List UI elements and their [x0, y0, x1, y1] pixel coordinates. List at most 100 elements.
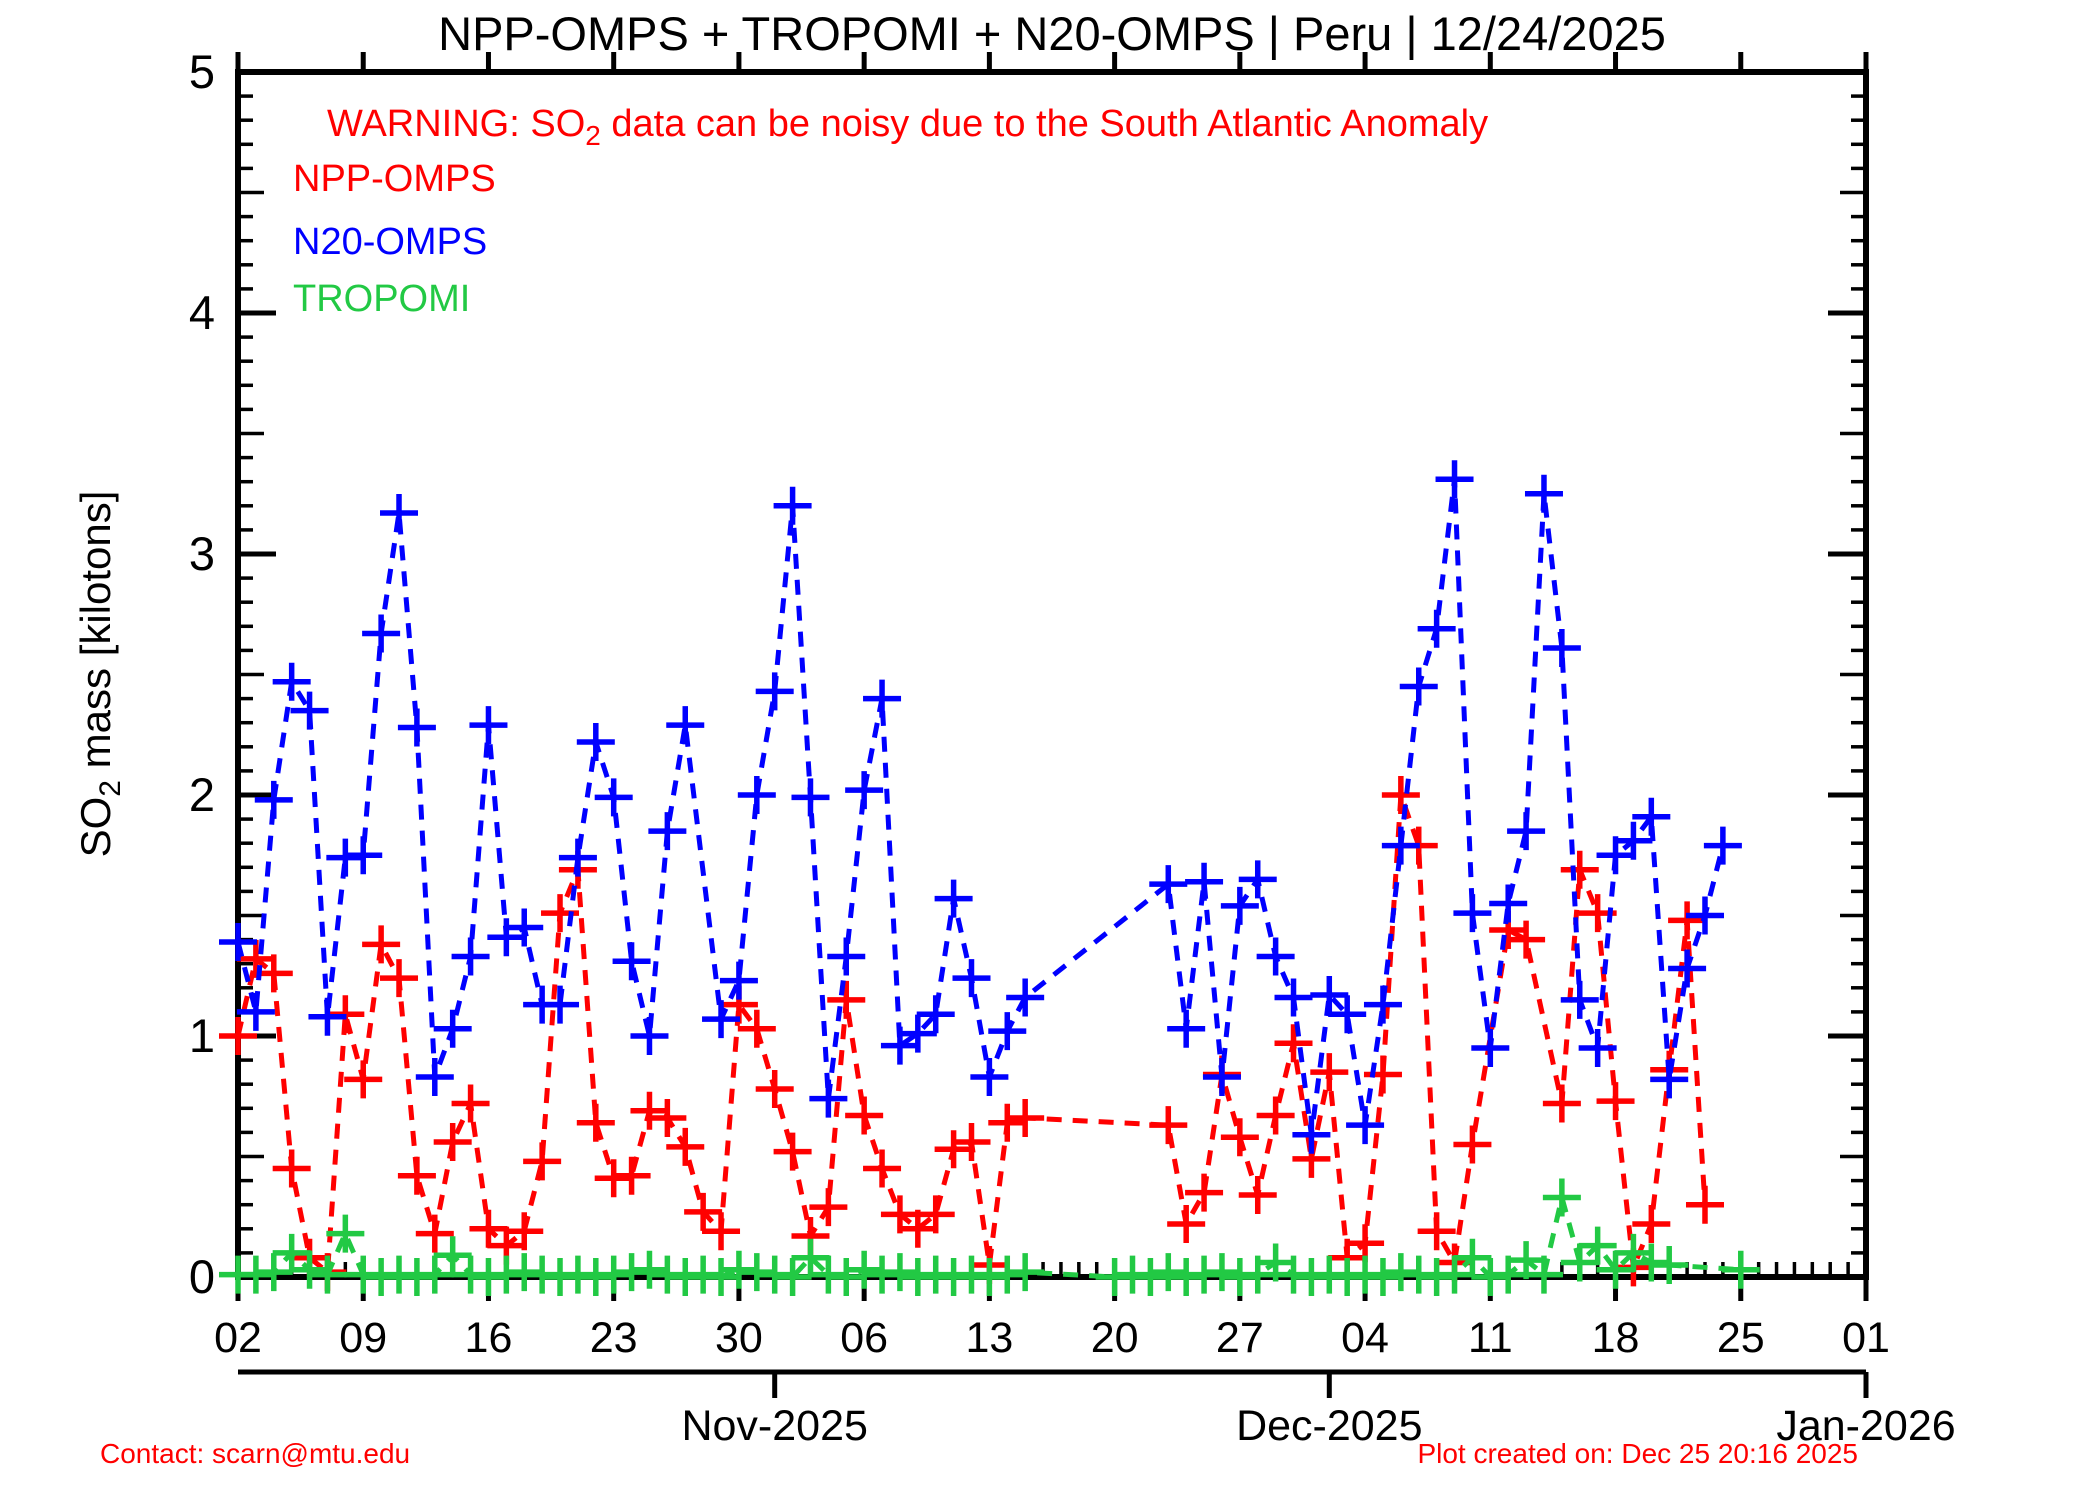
- chart-title: NPP-OMPS + TROPOMI + N20-OMPS | Peru | 1…: [438, 7, 1666, 60]
- data-point-marker: [272, 1233, 311, 1272]
- data-point-marker: [863, 1149, 902, 1188]
- data-point-marker: [1346, 1106, 1385, 1145]
- data-point-marker: [1650, 1060, 1689, 1099]
- data-point-marker: [308, 1255, 347, 1294]
- data-point-marker: [415, 1214, 454, 1253]
- data-point-marker: [397, 708, 436, 747]
- data-point-marker: [1149, 1253, 1188, 1292]
- data-point-marker: [1578, 1226, 1617, 1265]
- data-point-marker: [1560, 1243, 1599, 1282]
- month-label: Dec-2025: [1236, 1402, 1422, 1450]
- data-point-marker: [469, 1209, 508, 1248]
- data-point-marker: [380, 959, 419, 998]
- data-point-marker: [451, 937, 490, 976]
- data-point-marker: [988, 1012, 1027, 1051]
- series-n20-omps: [219, 460, 1742, 1154]
- data-point-marker: [773, 1258, 812, 1296]
- data-point-marker: [1167, 1009, 1206, 1048]
- data-point-marker: [845, 771, 884, 810]
- data-point-marker: [934, 1130, 973, 1169]
- data-point-marker: [576, 722, 615, 761]
- series-line: [235, 794, 1708, 1278]
- x-tick-label: 20: [1091, 1314, 1139, 1362]
- data-point-marker: [1542, 1178, 1581, 1217]
- data-point-marker: [1542, 1084, 1581, 1123]
- data-point-marker: [809, 1188, 848, 1227]
- y-tick-label: 5: [189, 45, 215, 98]
- data-point-marker: [1185, 1173, 1224, 1212]
- x-tick-label: 11: [1468, 1314, 1513, 1362]
- data-point-marker: [737, 776, 776, 814]
- data-point-marker: [1185, 862, 1224, 901]
- data-point-marker: [1453, 894, 1492, 933]
- data-point-marker: [1721, 1250, 1760, 1289]
- x-tick-label: 01: [1842, 1314, 1890, 1362]
- data-point-marker: [827, 980, 866, 1019]
- data-point-marker: [272, 662, 311, 701]
- data-point-marker: [1685, 896, 1724, 935]
- x-tick-label: 02: [214, 1314, 262, 1362]
- data-point-marker: [1668, 901, 1707, 940]
- data-point-marker: [666, 1127, 705, 1166]
- data-point-marker: [433, 1009, 472, 1048]
- series-line: [235, 479, 1726, 1136]
- data-point-marker: [380, 494, 419, 533]
- data-point-marker: [1310, 976, 1349, 1015]
- data-point-marker: [1363, 985, 1402, 1024]
- data-point-marker: [1435, 460, 1474, 499]
- data-point-marker: [898, 1014, 937, 1053]
- data-point-marker: [630, 1250, 669, 1289]
- data-point-marker: [952, 959, 991, 998]
- data-point-marker: [1149, 1106, 1188, 1145]
- y-tick-label: 3: [189, 527, 215, 580]
- data-point-marker: [541, 985, 580, 1024]
- data-point-marker: [1006, 1253, 1045, 1292]
- data-point-marker: [952, 1123, 991, 1162]
- footer-plot-created: Plot created on: Dec 25 20:16 2025: [1417, 1438, 1858, 1469]
- data-point-marker: [916, 995, 955, 1034]
- data-point-marker: [1614, 821, 1653, 860]
- data-point-marker: [344, 836, 383, 875]
- data-point-marker: [576, 1103, 615, 1142]
- data-point-marker: [719, 961, 758, 1000]
- data-point-marker: [755, 672, 794, 711]
- y-tick-label: 4: [189, 286, 215, 339]
- data-point-marker: [1614, 1233, 1653, 1272]
- data-point-marker: [1453, 1125, 1492, 1164]
- data-point-marker: [1328, 995, 1367, 1034]
- data-point-marker: [934, 879, 973, 918]
- data-point-marker: [791, 778, 830, 817]
- data-point-marker: [254, 780, 293, 819]
- x-tick-label: 18: [1592, 1314, 1640, 1362]
- data-point-marker: [970, 1057, 1009, 1096]
- x-tick-label: 27: [1216, 1314, 1264, 1362]
- data-point-marker: [1381, 776, 1420, 814]
- data-point-marker: [1256, 1096, 1295, 1135]
- data-point-marker: [1417, 609, 1456, 648]
- data-point-marker: [415, 1255, 454, 1294]
- data-point-marker: [612, 942, 651, 981]
- data-point-marker: [344, 1060, 383, 1099]
- data-point-marker: [1238, 1176, 1277, 1215]
- data-point-marker: [702, 1212, 741, 1251]
- data-point-marker: [988, 1103, 1027, 1142]
- data-point-marker: [809, 1079, 848, 1118]
- series-line: [238, 1196, 1741, 1280]
- data-point-marker: [219, 1017, 257, 1055]
- data-point-marker: [1220, 886, 1259, 925]
- data-point-marker: [827, 937, 866, 976]
- series-npp-omps: [219, 776, 1724, 1292]
- x-tick-label: 04: [1341, 1314, 1389, 1362]
- data-point-marker: [1202, 1253, 1241, 1292]
- data-point-marker: [1703, 826, 1742, 865]
- data-point-marker: [916, 1195, 955, 1234]
- x-tick-label: 25: [1717, 1314, 1765, 1362]
- data-point-marker: [1632, 797, 1671, 836]
- data-point-marker: [523, 1142, 562, 1181]
- footer-contact: Contact: scarn@mtu.edu: [100, 1438, 410, 1469]
- x-tick-label: 16: [465, 1314, 513, 1362]
- data-point-marker: [272, 1149, 311, 1188]
- data-point-marker: [1560, 980, 1599, 1019]
- x-tick-label: 13: [965, 1314, 1013, 1362]
- data-point-marker: [1417, 1212, 1456, 1251]
